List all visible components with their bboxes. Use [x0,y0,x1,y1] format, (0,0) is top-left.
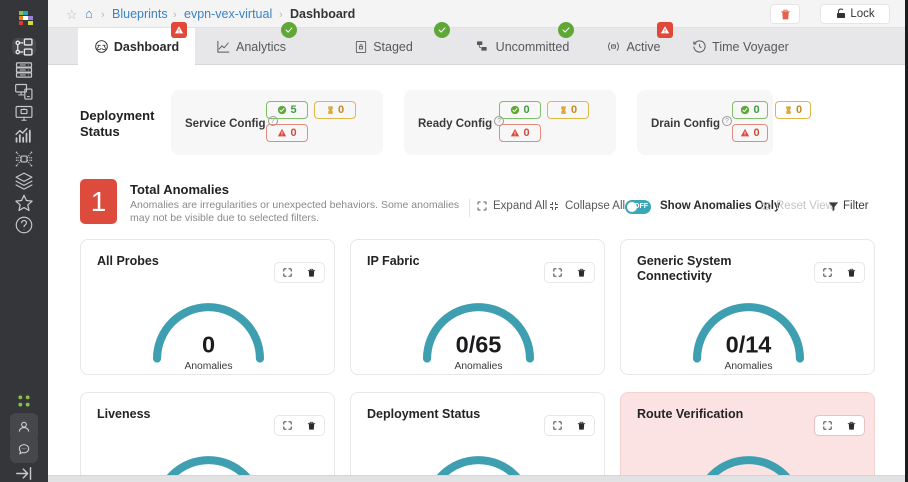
svg-text:0/65: 0/65 [456,332,502,358]
svg-text:Anomalies: Anomalies [184,361,232,372]
svg-text:Anomalies: Anomalies [724,361,772,372]
svg-text:Anomalies: Anomalies [454,361,502,372]
svg-text:0: 0 [202,332,215,358]
svg-text:0/14: 0/14 [726,332,772,358]
